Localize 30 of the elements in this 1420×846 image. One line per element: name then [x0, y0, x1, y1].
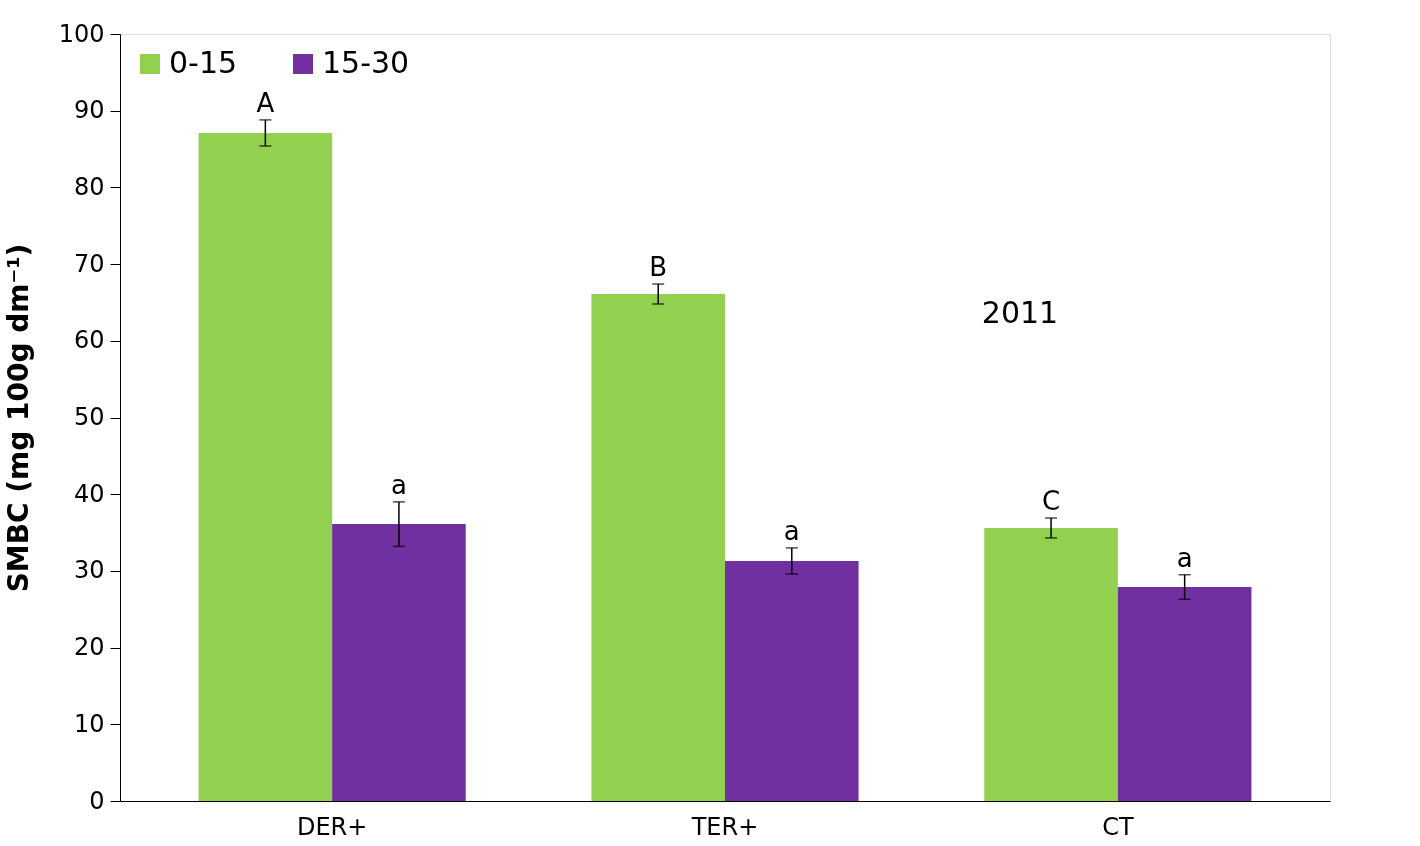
- y-tick-label: 90: [73, 96, 105, 125]
- bar: [984, 527, 1118, 801]
- data-label: a: [783, 515, 800, 546]
- y-tick-label: 70: [73, 249, 105, 278]
- x-tick-label: DER+: [296, 812, 368, 841]
- data-label: C: [1041, 485, 1061, 516]
- annotation: 2011: [981, 295, 1059, 330]
- data-label: A: [256, 87, 275, 118]
- bar: [1117, 587, 1252, 801]
- bar: [725, 560, 859, 801]
- x-tick-label: TER+: [690, 812, 759, 841]
- legend-label: 0-15: [169, 45, 238, 80]
- y-tick-label: 100: [58, 19, 105, 48]
- y-tick-label: 80: [73, 172, 105, 201]
- y-tick-label: 10: [73, 709, 105, 738]
- y-tick-label: 0: [89, 786, 105, 815]
- y-axis-title: SMBC (mg 100g dm⁻¹): [1, 243, 35, 593]
- data-label: a: [1176, 542, 1193, 573]
- y-tick-label: 60: [73, 326, 105, 355]
- data-label: a: [390, 469, 407, 500]
- bar: [332, 524, 466, 801]
- y-tick-label: 30: [73, 556, 105, 585]
- x-tick-label: CT: [1102, 812, 1134, 841]
- data-label: B: [649, 252, 668, 283]
- y-tick-label: 50: [73, 403, 105, 431]
- bar: [591, 294, 725, 801]
- y-tick-label: 20: [73, 633, 105, 662]
- bar: [198, 132, 333, 801]
- y-tick-label: 40: [73, 479, 105, 508]
- legend-label: 15-30: [322, 45, 410, 80]
